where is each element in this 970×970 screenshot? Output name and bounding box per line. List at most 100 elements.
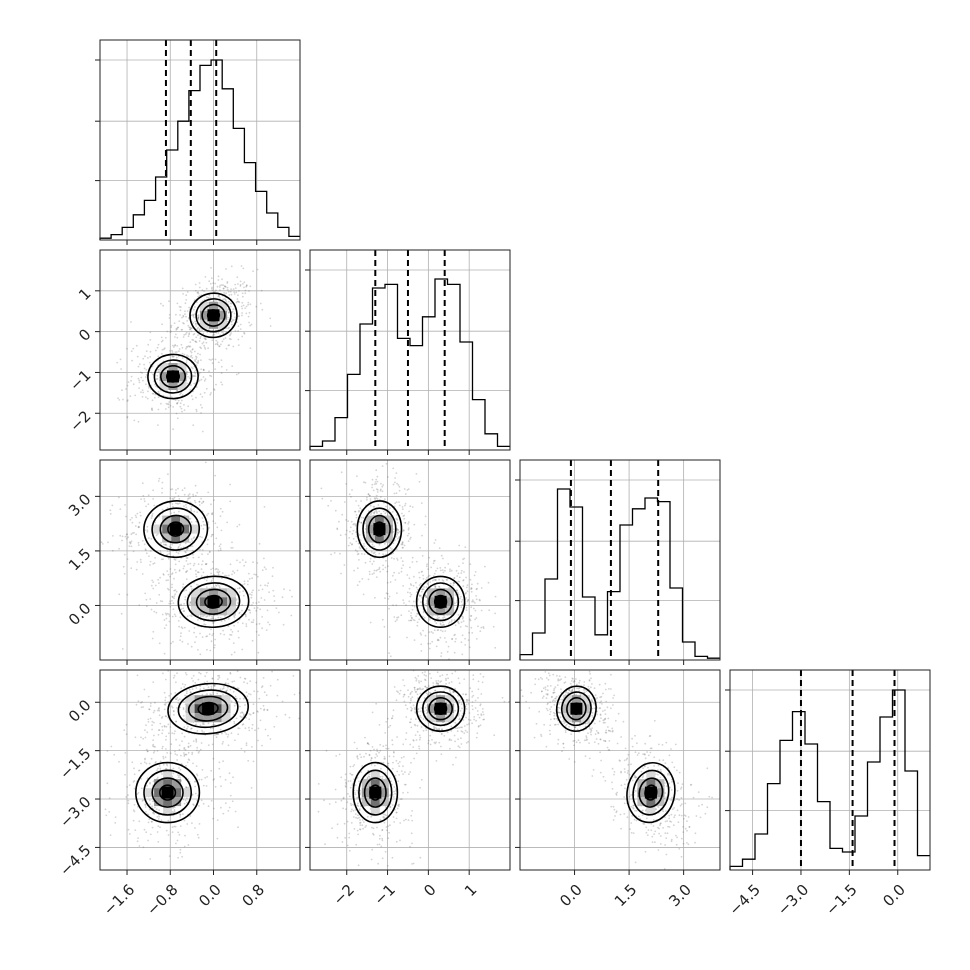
sample-point <box>355 816 357 819</box>
sample-point <box>170 488 172 491</box>
sample-point <box>199 685 202 688</box>
sample-point <box>214 584 217 586</box>
sample-point <box>190 508 193 511</box>
sample-point <box>201 517 204 519</box>
sample-point <box>214 358 217 361</box>
sample-point <box>438 585 440 588</box>
sample-point <box>398 765 401 767</box>
sample-point <box>463 732 466 734</box>
sample-point <box>378 510 381 513</box>
sample-point <box>367 578 370 581</box>
sample-point <box>353 764 356 766</box>
sample-point <box>188 630 191 632</box>
sample-point <box>198 504 201 506</box>
sample-point <box>483 718 485 721</box>
sample-point <box>415 691 418 693</box>
sample-point <box>400 756 403 759</box>
contour-level-2 <box>153 359 193 394</box>
sample-point <box>477 725 480 728</box>
sample-point <box>411 819 414 822</box>
sample-point <box>392 483 395 486</box>
density-cell <box>162 533 172 543</box>
sample-point <box>358 809 361 812</box>
sample-point <box>375 494 378 497</box>
sample-point <box>201 636 204 638</box>
density-cell <box>154 797 164 807</box>
sample-point <box>213 684 216 687</box>
sample-point <box>460 703 463 705</box>
sample-point <box>613 694 615 697</box>
sample-point <box>448 586 451 589</box>
sample-point <box>587 732 589 735</box>
sample-point <box>195 520 198 523</box>
sample-point <box>342 796 345 799</box>
sample-point <box>170 326 173 329</box>
sample-point <box>456 667 458 669</box>
density-cell <box>203 695 213 705</box>
sample-point <box>351 532 354 535</box>
sample-point <box>164 715 167 718</box>
sample-point <box>606 706 609 709</box>
sample-point <box>530 691 532 694</box>
sample-point <box>378 543 381 546</box>
sample-point <box>368 494 371 497</box>
sample-point <box>229 671 232 674</box>
sample-point <box>410 616 413 619</box>
sample-point <box>202 528 205 530</box>
sample-point <box>130 567 133 570</box>
sample-point <box>445 578 448 581</box>
density-cell <box>194 713 204 723</box>
sample-point <box>335 755 338 757</box>
sample-point <box>420 716 422 719</box>
sample-point <box>413 639 416 641</box>
sample-point <box>202 368 205 371</box>
sample-point <box>549 724 552 727</box>
sample-point <box>197 316 199 319</box>
sample-point <box>233 722 236 725</box>
sample-point <box>200 742 203 744</box>
sample-point <box>133 787 136 790</box>
sample-point <box>148 386 150 389</box>
sample-point <box>173 806 176 808</box>
sample-point <box>417 687 420 690</box>
sample-point <box>465 699 468 701</box>
sample-point <box>158 809 161 812</box>
sample-point <box>182 567 185 570</box>
sample-point <box>360 500 362 502</box>
sample-point <box>229 290 232 293</box>
sample-point <box>147 537 150 539</box>
sample-point <box>256 607 259 609</box>
sample-point <box>220 381 223 384</box>
sample-point <box>185 331 188 334</box>
sample-point <box>241 559 244 561</box>
sample-point <box>229 334 231 337</box>
sample-point <box>336 527 339 530</box>
sample-point <box>245 305 248 308</box>
sample-point <box>289 589 291 592</box>
sample-point <box>425 729 428 732</box>
sample-point <box>362 827 364 830</box>
sample-point <box>550 696 553 699</box>
sample-point <box>381 465 384 467</box>
sample-point <box>180 632 182 635</box>
sample-point <box>199 653 202 656</box>
sample-point <box>140 762 142 765</box>
sample-point <box>184 672 187 674</box>
sample-point <box>468 646 471 649</box>
sample-point <box>193 631 196 634</box>
sample-point <box>471 722 473 725</box>
sample-point <box>429 743 432 746</box>
sample-point <box>376 826 378 829</box>
sample-point <box>200 412 202 414</box>
sample-point <box>234 316 237 319</box>
sample-point <box>253 690 256 693</box>
sample-point <box>190 521 193 523</box>
sample-point <box>465 606 468 609</box>
sample-point <box>371 573 374 575</box>
sample-point <box>453 576 456 579</box>
sample-point <box>230 332 233 334</box>
sample-point <box>177 831 180 834</box>
sample-point <box>425 709 428 711</box>
sample-point <box>239 715 242 718</box>
sample-point <box>402 564 405 567</box>
